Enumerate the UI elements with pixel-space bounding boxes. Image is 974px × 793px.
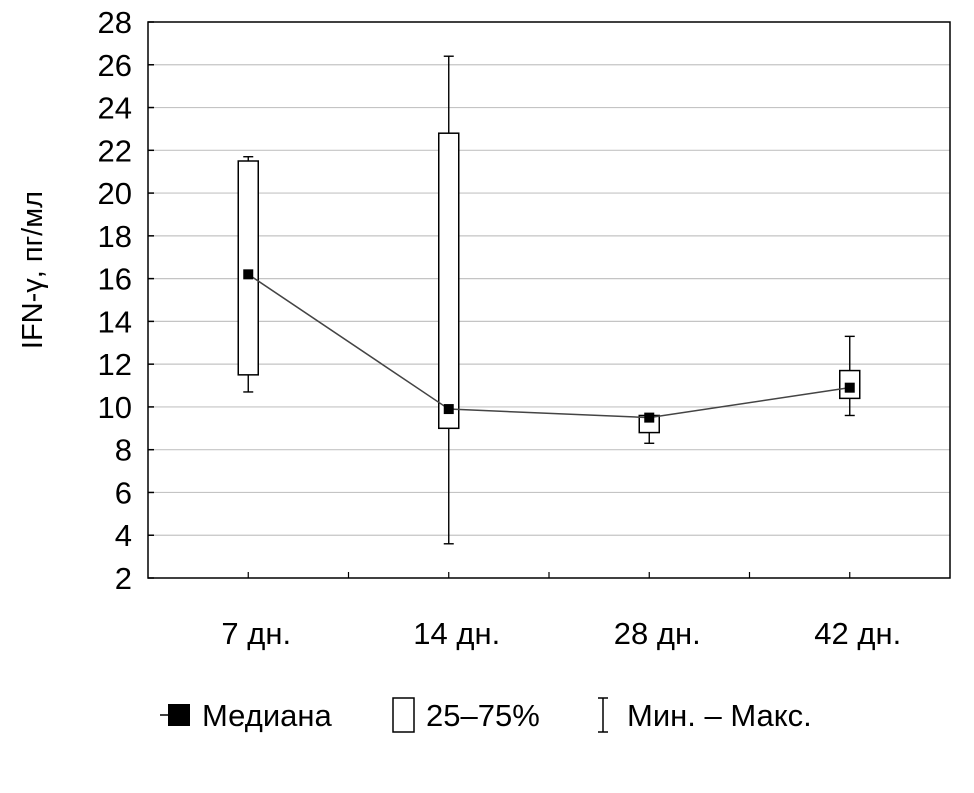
legend-median-swatch (168, 704, 190, 726)
y-tick-label: 18 (98, 219, 132, 254)
y-tick-label: 8 (115, 433, 132, 468)
median-markers (243, 269, 855, 423)
median-marker (644, 412, 655, 423)
plot-area-frame (147, 21, 951, 579)
y-tick-label: 12 (98, 347, 132, 382)
y-tick-label: 14 (98, 304, 132, 339)
median-marker (844, 382, 855, 393)
median-line (247, 273, 850, 419)
y-tick-label: 20 (98, 176, 132, 211)
y-tick-label: 16 (98, 262, 132, 297)
y-axis-label: IFN-γ, пг/мл (17, 191, 49, 349)
legend-iqr-label: 25–75% (426, 698, 540, 733)
legend-range: Мин. – Макс. (598, 697, 812, 733)
x-tick-label: 14 дн. (413, 616, 500, 651)
gridlines (148, 64, 950, 536)
whiskers (243, 55, 855, 545)
legend-median: Медиана (160, 698, 332, 733)
x-axis-ticks: 7 дн. 14 дн. 28 дн. 42 дн. (221, 616, 901, 651)
legend-median-label: Медиана (202, 698, 332, 733)
median-marker (243, 269, 254, 280)
y-tick-label: 2 (115, 561, 132, 596)
y-tick-label: 22 (98, 133, 132, 168)
legend-range-label: Мин. – Макс. (627, 698, 812, 733)
iqr-box (237, 160, 259, 376)
x-minor-ticks (247, 572, 851, 578)
x-tick-label: 42 дн. (814, 616, 901, 651)
iqr-boxes (237, 132, 861, 434)
y-tick-label: 28 (98, 5, 132, 40)
y-tick-label: 26 (98, 48, 132, 83)
x-tick-label: 28 дн. (614, 616, 701, 651)
x-tick-label: 7 дн. (221, 616, 291, 651)
y-tick-label: 4 (115, 518, 132, 553)
y-tick-label: 10 (98, 390, 132, 425)
y-tick-label: 6 (115, 475, 132, 510)
iqr-box (438, 132, 460, 430)
legend: Медиана 25–75% Мин. – Макс. (160, 697, 812, 733)
legend-iqr-swatch (392, 697, 415, 733)
y-tick-label: 24 (98, 91, 132, 126)
median-marker (443, 404, 454, 415)
legend-iqr: 25–75% (392, 697, 540, 733)
